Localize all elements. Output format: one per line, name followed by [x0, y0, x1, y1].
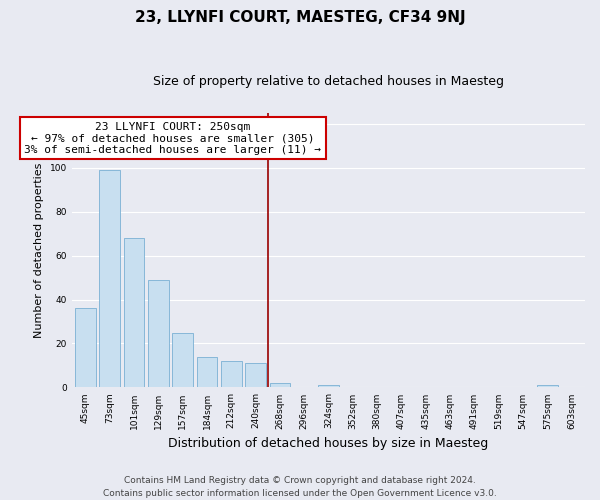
- Bar: [537, 385, 557, 388]
- Bar: [221, 361, 242, 388]
- Title: Size of property relative to detached houses in Maesteg: Size of property relative to detached ho…: [153, 75, 504, 88]
- Bar: [269, 383, 290, 388]
- Text: 23 LLYNFI COURT: 250sqm
← 97% of detached houses are smaller (305)
3% of semi-de: 23 LLYNFI COURT: 250sqm ← 97% of detache…: [25, 122, 322, 155]
- Text: Contains HM Land Registry data © Crown copyright and database right 2024.
Contai: Contains HM Land Registry data © Crown c…: [103, 476, 497, 498]
- Bar: [75, 308, 96, 388]
- Text: 23, LLYNFI COURT, MAESTEG, CF34 9NJ: 23, LLYNFI COURT, MAESTEG, CF34 9NJ: [134, 10, 466, 25]
- Y-axis label: Number of detached properties: Number of detached properties: [34, 162, 44, 338]
- Bar: [245, 364, 266, 388]
- X-axis label: Distribution of detached houses by size in Maesteg: Distribution of detached houses by size …: [169, 437, 488, 450]
- Bar: [124, 238, 145, 388]
- Bar: [172, 332, 193, 388]
- Bar: [318, 385, 339, 388]
- Bar: [197, 356, 217, 388]
- Bar: [100, 170, 120, 388]
- Bar: [148, 280, 169, 388]
